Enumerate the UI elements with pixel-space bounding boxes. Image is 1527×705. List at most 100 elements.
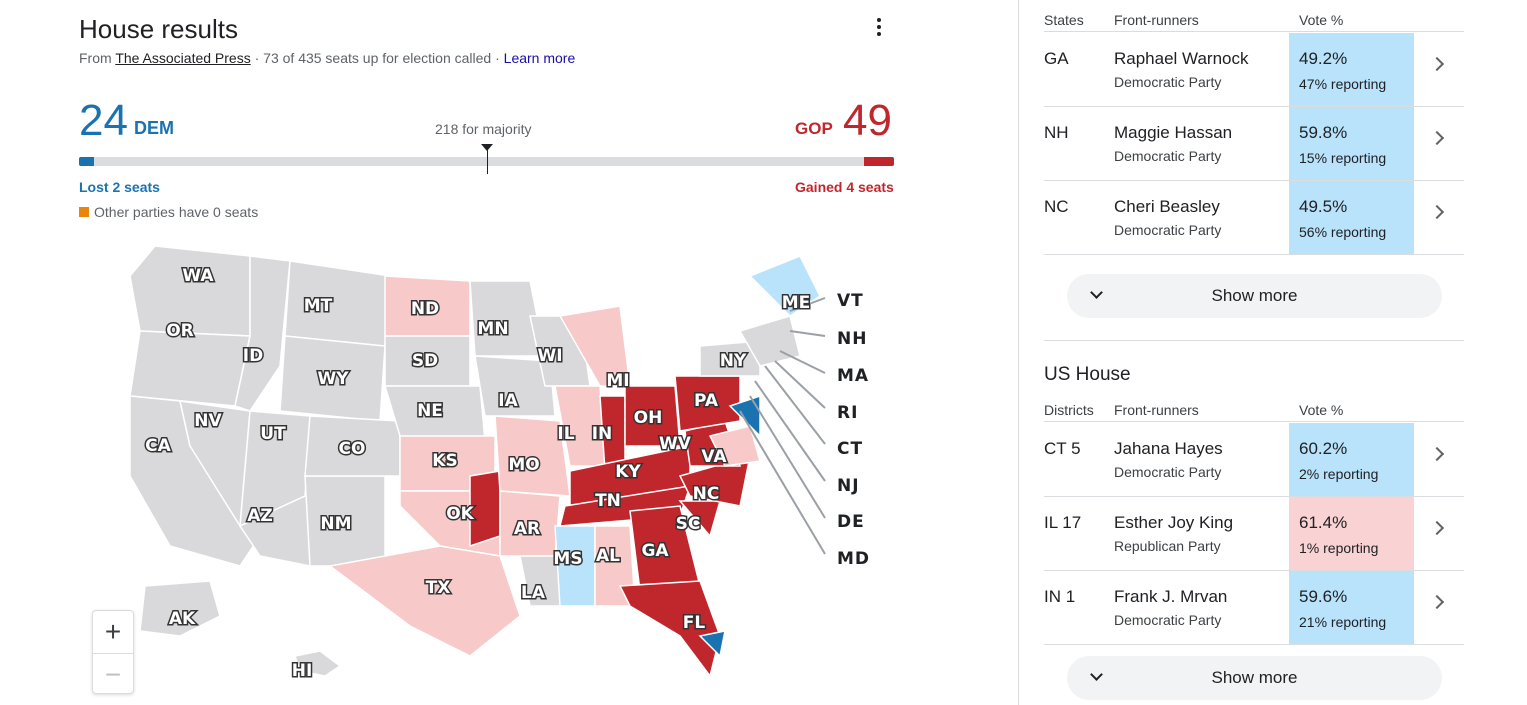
state-label-il: IL [557,424,574,444]
candidate-party: Republican Party [1114,538,1221,554]
state-label-hi: HI [292,661,313,681]
state-label-ky: KY [615,462,641,482]
majority-label: 218 for majority [435,121,532,137]
gop-progress-fill [864,157,894,166]
senate-show-more-button[interactable]: Show more [1067,274,1442,318]
panel-divider [1018,0,1019,705]
state-label-ne: NE [417,401,443,421]
gop-seat-count: 49 [843,96,892,145]
state-label-ms: MS [553,549,582,569]
race-row[interactable]: IL 17 Esther Joy King Republican Party 61.4… [1044,497,1464,571]
state-label-ny: NY [720,351,747,371]
chevron-right-icon[interactable] [1429,56,1445,72]
state-label-in: IN [592,424,613,444]
race-row[interactable]: NC Cheri Beasley Democratic Party 49.5% 56% … [1044,181,1464,255]
reporting-status: 47% reporting [1299,76,1387,92]
vote-cell: 49.5% 56% reporting [1289,181,1414,254]
candidate-party: Democratic Party [1114,222,1222,238]
state-label-al: AL [596,546,620,566]
reporting-status: 56% reporting [1299,224,1387,240]
race-code: NC [1044,197,1069,216]
state-label-ri: RI [837,403,858,423]
race-code: CT 5 [1044,439,1081,458]
chevron-right-icon[interactable] [1429,594,1445,610]
state-label-fl: FL [683,613,706,633]
vote-cell: 49.2% 47% reporting [1289,33,1414,106]
race-row[interactable]: NH Maggie Hassan Democratic Party 59.8% 15% … [1044,107,1464,181]
state-labels: WA OR CA NV ID MT WY UT AZ NM CO ND SD NE KS OK TX MN IA MO… [144,265,812,683]
race-code: GA [1044,49,1069,68]
zoom-in-button[interactable]: + [104,616,122,647]
source-prefix: From [79,50,116,66]
header-vote-pct: Vote % [1299,402,1344,418]
us-house-map[interactable]: WA OR CA NV ID MT WY UT AZ NM CO ND SD NE KS OK TX MN IA MO… [100,236,1000,696]
state-label-de: DE [837,512,865,532]
other-party-swatch [79,207,89,217]
candidate-name: Cheri Beasley [1114,197,1220,216]
map-zoom-control: + − [92,610,134,694]
vote-cell: 61.4% 1% reporting [1289,497,1414,570]
state-label-mn: MN [477,319,508,339]
gop-seat-change: Gained 4 seats [795,179,894,195]
vote-percent: 49.2% [1299,49,1348,68]
state-label-ma: MA [837,366,869,386]
state-label-ct: CT [837,439,863,459]
candidate-party: Democratic Party [1114,612,1222,628]
state-label-ut: UT [260,424,286,444]
state-label-ks: KS [432,451,457,471]
candidate-party: Democratic Party [1114,464,1222,480]
chevron-right-icon[interactable] [1429,446,1445,462]
state-label-nv: NV [194,411,222,431]
chevron-right-icon[interactable] [1429,520,1445,536]
state-label-md: MD [837,549,870,569]
vote-percent: 49.5% [1299,197,1348,216]
state-label-ca: CA [145,436,171,456]
state-label-pa: PA [694,391,719,411]
majority-marker-icon [481,144,493,151]
learn-more-link[interactable]: Learn more [503,50,576,66]
senate-show-more-label: Show more [1211,286,1298,305]
state-label-me: ME [782,293,811,313]
race-row[interactable]: IN 1 Frank J. Mrvan Democratic Party 59.6% 2… [1044,571,1464,645]
vote-cell: 59.8% 15% reporting [1289,107,1414,180]
state-label-nj: NJ [837,476,860,496]
senate-table-header: States Front-runners Vote % [1044,8,1464,32]
state-label-nc: NC [693,484,720,504]
house-results-panel: House results From The Associated Press … [79,12,1000,696]
map-states [129,245,821,678]
zoom-out-button[interactable]: − [93,653,133,695]
chevron-right-icon[interactable] [1429,130,1445,146]
race-row[interactable]: CT 5 Jahana Hayes Democratic Party 60.2% 2% … [1044,423,1464,497]
state-label-co: CO [339,439,366,459]
state-label-nm: NM [320,514,351,534]
race-code: IN 1 [1044,587,1076,606]
more-options-icon[interactable] [866,12,892,42]
page-title: House results [79,14,238,44]
dem-seat-count: 24 [79,96,128,145]
reporting-status: 2% reporting [1299,466,1379,482]
vote-cell: 59.6% 21% reporting [1289,571,1414,644]
candidate-name: Esther Joy King [1114,513,1234,532]
state-label-mo: MO [508,455,539,475]
state-label-wy: WY [317,369,349,389]
vote-percent: 59.6% [1299,587,1348,606]
dem-label: DEM [134,118,174,138]
vote-cell: 60.2% 2% reporting [1289,423,1414,496]
other-parties-note: Other parties have 0 seats [79,204,258,220]
source-link[interactable]: The Associated Press [115,50,251,66]
state-label-wi: WI [537,346,562,366]
house-table-header: Districts Front-runners Vote % [1044,398,1464,422]
state-label-ia: IA [498,391,518,411]
candidate-name: Maggie Hassan [1114,123,1233,142]
house-show-more-button[interactable]: Show more [1067,656,1442,700]
state-label-or: OR [166,321,194,341]
state-label-ak: AK [169,609,196,629]
race-code: NH [1044,123,1069,142]
state-label-ok: OK [446,504,474,524]
race-row[interactable]: GA Raphael Warnock Democratic Party 49.2% 47… [1044,33,1464,107]
vote-percent: 61.4% [1299,513,1348,532]
state-label-nd: ND [411,299,439,319]
candidate-name: Raphael Warnock [1114,49,1249,68]
chevron-right-icon[interactable] [1429,204,1445,220]
candidate-name: Frank J. Mrvan [1114,587,1228,606]
